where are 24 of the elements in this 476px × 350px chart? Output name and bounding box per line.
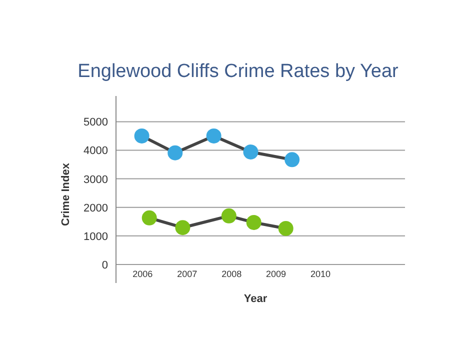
point (175, 220, 190, 236)
point (243, 144, 258, 160)
x-tick-label: 2008 (222, 269, 242, 279)
y-tick-label: 3000 (84, 174, 108, 186)
point (168, 145, 183, 160)
x-tick-label: 2006 (132, 269, 153, 279)
point (278, 220, 294, 236)
chart-title: Englewood Cliffs Crime Rates by Year (78, 61, 400, 82)
point (142, 210, 157, 226)
point (206, 128, 222, 144)
y-axis-title: Crime Index (60, 162, 72, 226)
point (221, 208, 236, 224)
y-tick-label: 2000 (84, 202, 108, 214)
y-tick-label: 5000 (84, 116, 108, 129)
x-axis-title: Year (244, 293, 268, 305)
y-tick-label: 4000 (84, 145, 108, 158)
point (134, 128, 150, 144)
x-tick-label: 2009 (266, 269, 286, 279)
x-tick-label: 2007 (177, 269, 198, 279)
y-tick-label: 0 (102, 259, 108, 272)
x-tick-label: 2010 (310, 269, 331, 279)
point (284, 152, 300, 168)
y-tick-label: 1000 (84, 230, 108, 243)
point (246, 214, 262, 230)
